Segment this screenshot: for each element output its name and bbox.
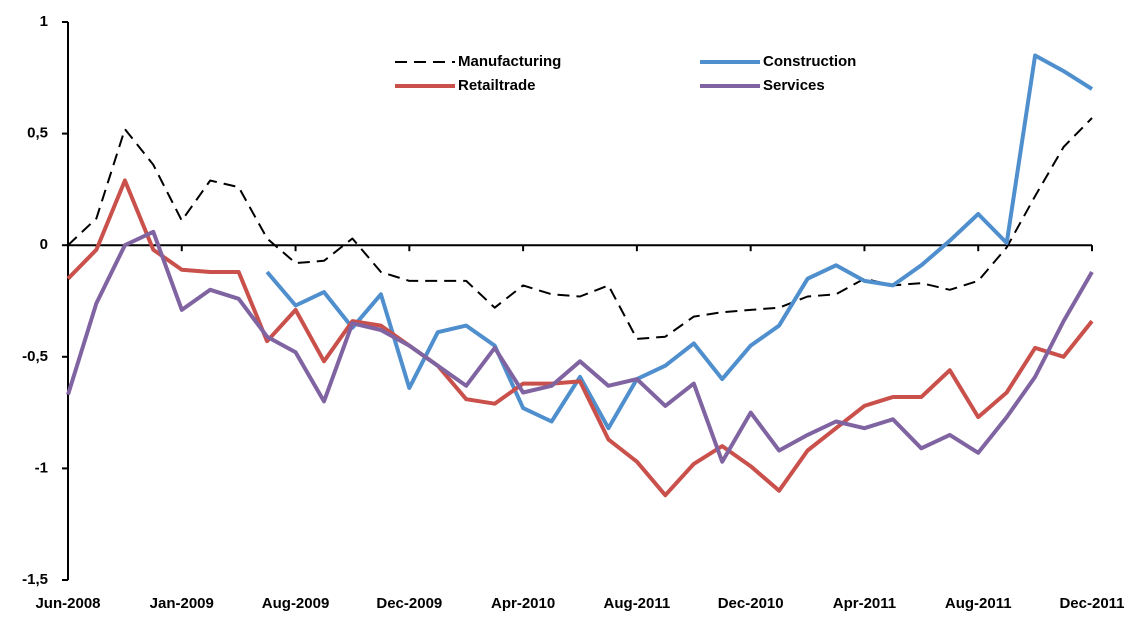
legend-label: Retailtrade: [458, 77, 536, 94]
series-line: [265, 53, 1094, 431]
y-tick-label: 0: [40, 236, 48, 253]
legend-label: Services: [763, 77, 825, 94]
x-tick-label: Apr-2011: [833, 595, 896, 612]
x-tick-label: Dec-2010: [718, 595, 784, 612]
series-line: [66, 178, 1094, 498]
series-line: [67, 117, 1093, 340]
x-tick-label: Jan-2009: [150, 595, 214, 612]
legend-label: Construction: [763, 53, 856, 70]
y-tick-label: 1: [40, 13, 48, 30]
x-tick-label: Jun-2008: [35, 595, 100, 612]
x-tick-label: Aug-2011: [604, 595, 671, 612]
y-tick-label: -1: [35, 459, 48, 476]
x-tick-label: Aug-2009: [262, 595, 330, 612]
series-line: [66, 229, 1094, 464]
x-tick-label: Dec-2009: [376, 595, 442, 612]
x-tick-label: Apr-2010: [491, 595, 555, 612]
legend-label: Manufacturing: [458, 53, 561, 70]
y-tick-label: -0,5: [22, 348, 48, 365]
x-tick-label: Aug-2011: [945, 595, 1012, 612]
x-tick-label: Dec-2011: [1059, 595, 1124, 612]
y-tick-label: -1,5: [22, 571, 48, 588]
y-tick-label: 0,5: [27, 125, 48, 142]
